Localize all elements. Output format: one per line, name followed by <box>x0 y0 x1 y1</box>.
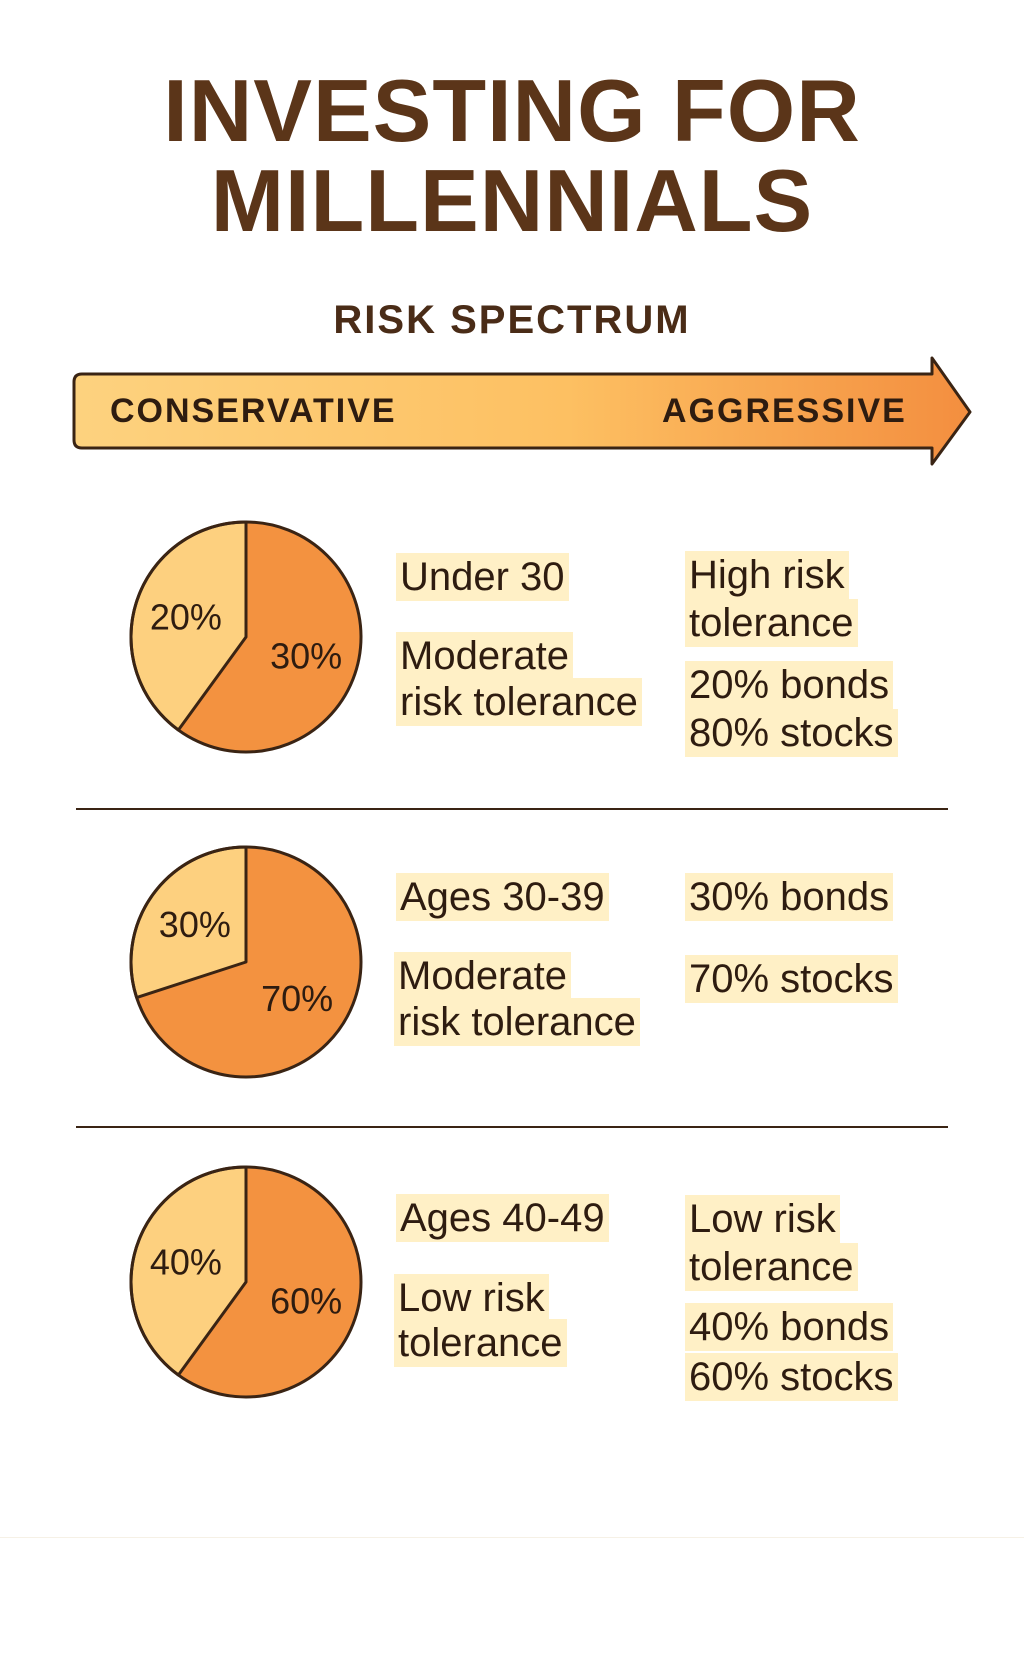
risk-label: Low risk <box>394 1274 549 1322</box>
detail-line: High risk <box>685 551 849 599</box>
detail-line: 30% bonds <box>685 873 894 921</box>
pie-chart-ages-40-49: 40% 60% <box>129 1165 363 1399</box>
age-label: Ages 40-49 <box>396 1194 609 1242</box>
risk-label: Moderate <box>396 632 573 680</box>
risk-spectrum-arrow <box>72 356 972 466</box>
detail-line: tolerance <box>685 1243 858 1291</box>
risk-label: risk tolerance <box>396 678 642 726</box>
risk-spectrum-title: RISK SPECTRUM <box>333 298 691 342</box>
pie-outline <box>129 520 363 754</box>
row-divider <box>76 808 948 810</box>
pie-chart-under-30: 20% 30% <box>129 520 363 754</box>
pie-label-light: 40% <box>150 1241 222 1282</box>
pie-outline <box>129 1165 363 1399</box>
title-line-2: MILLENNIALS <box>210 151 814 250</box>
row-divider <box>76 1126 948 1128</box>
pie-label-light: 20% <box>150 596 222 637</box>
pie-label-dark: 70% <box>261 978 333 1019</box>
age-label: Under 30 <box>396 553 569 601</box>
detail-line: 40% bonds <box>685 1303 894 1351</box>
risk-label: Moderate <box>394 952 571 1000</box>
age-label: Ages 30-39 <box>396 873 609 921</box>
pie-label-dark: 60% <box>270 1281 342 1322</box>
pie-outline <box>129 845 363 1079</box>
pie-chart-ages-30-39: 30% 70% <box>129 845 363 1079</box>
detail-line: 80% stocks <box>685 709 898 757</box>
pie-label-light: 30% <box>159 904 231 945</box>
detail-line: 60% stocks <box>685 1353 898 1401</box>
aggressive-label: AGGRESSIVE <box>662 392 907 430</box>
risk-label: risk tolerance <box>394 998 640 1046</box>
footer-divider <box>0 1537 1024 1538</box>
detail-line: Low risk <box>685 1195 840 1243</box>
detail-line: tolerance <box>685 599 858 647</box>
risk-label: tolerance <box>394 1319 567 1367</box>
title-line-1: INVESTING FOR <box>163 61 861 160</box>
conservative-label: CONSERVATIVE <box>110 392 397 430</box>
pie-label-dark: 30% <box>270 636 342 677</box>
detail-line: 70% stocks <box>685 955 898 1003</box>
detail-line: 20% bonds <box>685 661 894 709</box>
